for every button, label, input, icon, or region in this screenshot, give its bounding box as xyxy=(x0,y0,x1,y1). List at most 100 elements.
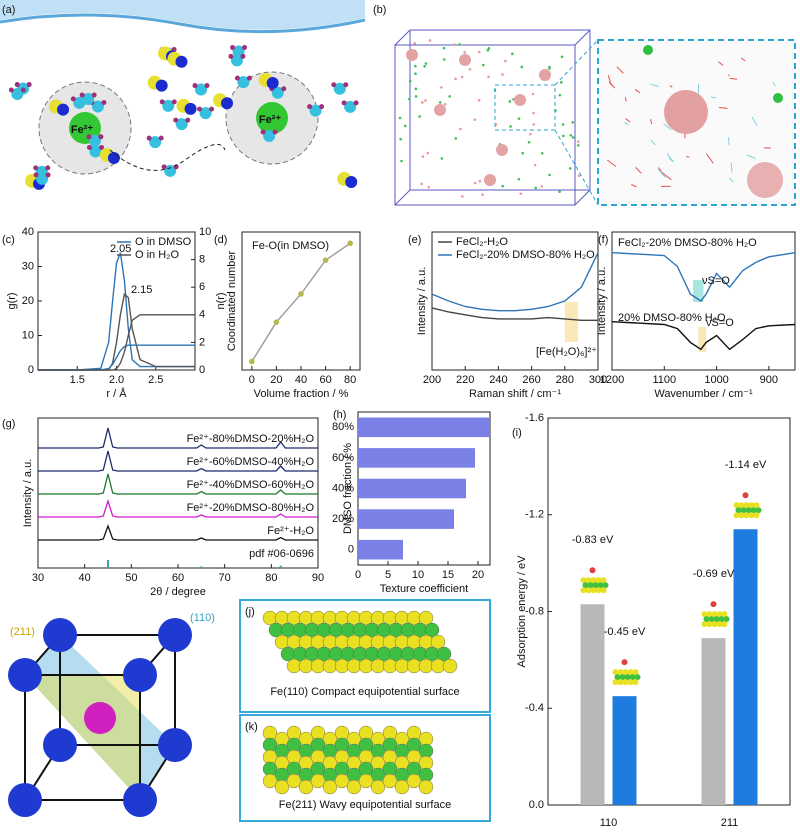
decoration xyxy=(710,601,717,608)
decoration xyxy=(576,144,580,147)
decoration xyxy=(442,658,458,674)
y-tick-label: 0 xyxy=(28,364,34,376)
decoration xyxy=(745,507,752,514)
ion-label: Fe²⁺ xyxy=(71,124,94,136)
decoration xyxy=(738,512,745,519)
annotation: 2.15 xyxy=(131,284,152,296)
decoration xyxy=(164,164,177,177)
decoration xyxy=(461,195,464,198)
decoration xyxy=(272,129,278,135)
bar xyxy=(358,539,403,560)
decoration xyxy=(192,83,198,89)
y-tick-label: -1.6 xyxy=(525,412,544,424)
decoration xyxy=(443,103,447,106)
decoration xyxy=(438,101,442,104)
decoration xyxy=(478,179,482,183)
decoration xyxy=(421,155,425,158)
decoration xyxy=(8,783,42,817)
y-tick-label: -0.8 xyxy=(525,605,544,617)
decoration xyxy=(746,154,756,159)
decoration xyxy=(36,172,49,185)
decoration xyxy=(341,100,347,106)
decoration xyxy=(627,669,634,676)
decoration xyxy=(509,125,512,128)
decoration xyxy=(91,100,104,113)
decoration xyxy=(403,124,407,128)
value-label: -0.69 eV xyxy=(693,568,735,580)
decoration xyxy=(612,669,619,676)
point xyxy=(273,319,280,325)
bar xyxy=(612,696,637,805)
series-label: pdf #06-0696 xyxy=(249,548,314,560)
y-tick-label: 40 xyxy=(22,226,34,238)
decoration xyxy=(772,82,776,87)
decoration xyxy=(263,130,276,143)
decoration xyxy=(716,621,723,628)
y-tick-label: 80% xyxy=(332,421,354,433)
panel-label: (j) xyxy=(245,606,255,618)
decoration xyxy=(602,582,609,589)
decoration xyxy=(501,73,504,76)
decoration xyxy=(728,74,730,77)
series-line xyxy=(38,450,318,472)
decoration xyxy=(262,773,278,789)
decoration xyxy=(494,84,556,131)
decoration xyxy=(504,59,507,63)
decoration xyxy=(70,96,76,102)
decoration xyxy=(194,83,207,96)
decoration xyxy=(600,577,607,584)
decoration xyxy=(353,100,359,106)
decoration xyxy=(333,82,346,95)
decoration xyxy=(533,163,537,167)
decoration xyxy=(663,123,672,130)
decoration xyxy=(577,174,581,178)
decoration xyxy=(448,95,452,98)
decoration xyxy=(473,118,477,121)
series-line xyxy=(38,498,318,518)
decoration xyxy=(344,100,357,113)
decoration xyxy=(463,51,466,54)
decoration xyxy=(616,66,624,74)
x-axis-label: Wavenumber / cm⁻¹ xyxy=(654,388,753,400)
ion-label: Fe²⁺ xyxy=(259,114,282,126)
x-axis-label: 2θ / degree xyxy=(150,586,206,598)
decoration xyxy=(487,47,491,50)
decoration xyxy=(319,104,325,110)
decoration xyxy=(624,674,631,681)
decoration xyxy=(394,29,411,46)
decoration xyxy=(580,577,587,584)
x-tick-label: 300 xyxy=(589,374,607,386)
decoration xyxy=(394,779,410,795)
decoration xyxy=(266,77,279,90)
y-axis-label: DMSO fraction / % xyxy=(342,443,354,534)
decoration xyxy=(146,135,152,141)
plane-label: (110) xyxy=(190,612,215,624)
decoration xyxy=(617,669,624,676)
bar xyxy=(358,509,454,529)
decoration xyxy=(414,87,418,91)
series-label: Fe²⁺-H₂O xyxy=(267,525,314,537)
decoration xyxy=(307,104,313,110)
decoration xyxy=(517,177,521,181)
decoration xyxy=(175,118,188,131)
decoration xyxy=(590,577,597,584)
value-label: -0.45 eV xyxy=(604,626,646,638)
panel-label: (g) xyxy=(2,418,15,430)
decoration xyxy=(159,99,165,105)
decoration xyxy=(409,29,591,191)
decoration xyxy=(260,129,266,135)
decoration xyxy=(158,728,192,762)
series-line xyxy=(431,252,599,312)
decoration xyxy=(428,39,432,42)
x-tick-label: 70 xyxy=(219,572,231,584)
decoration xyxy=(743,512,750,519)
series-label: Fe²⁺-80%DMSO-20%H₂O xyxy=(187,433,315,445)
plot-frame xyxy=(431,231,599,371)
decoration xyxy=(230,54,243,67)
decoration xyxy=(420,182,423,186)
decoration xyxy=(625,118,631,123)
decoration xyxy=(45,165,51,171)
decoration xyxy=(574,29,591,46)
x-tick-label: 1.5 xyxy=(70,374,85,386)
panel-label: (e) xyxy=(408,234,421,246)
